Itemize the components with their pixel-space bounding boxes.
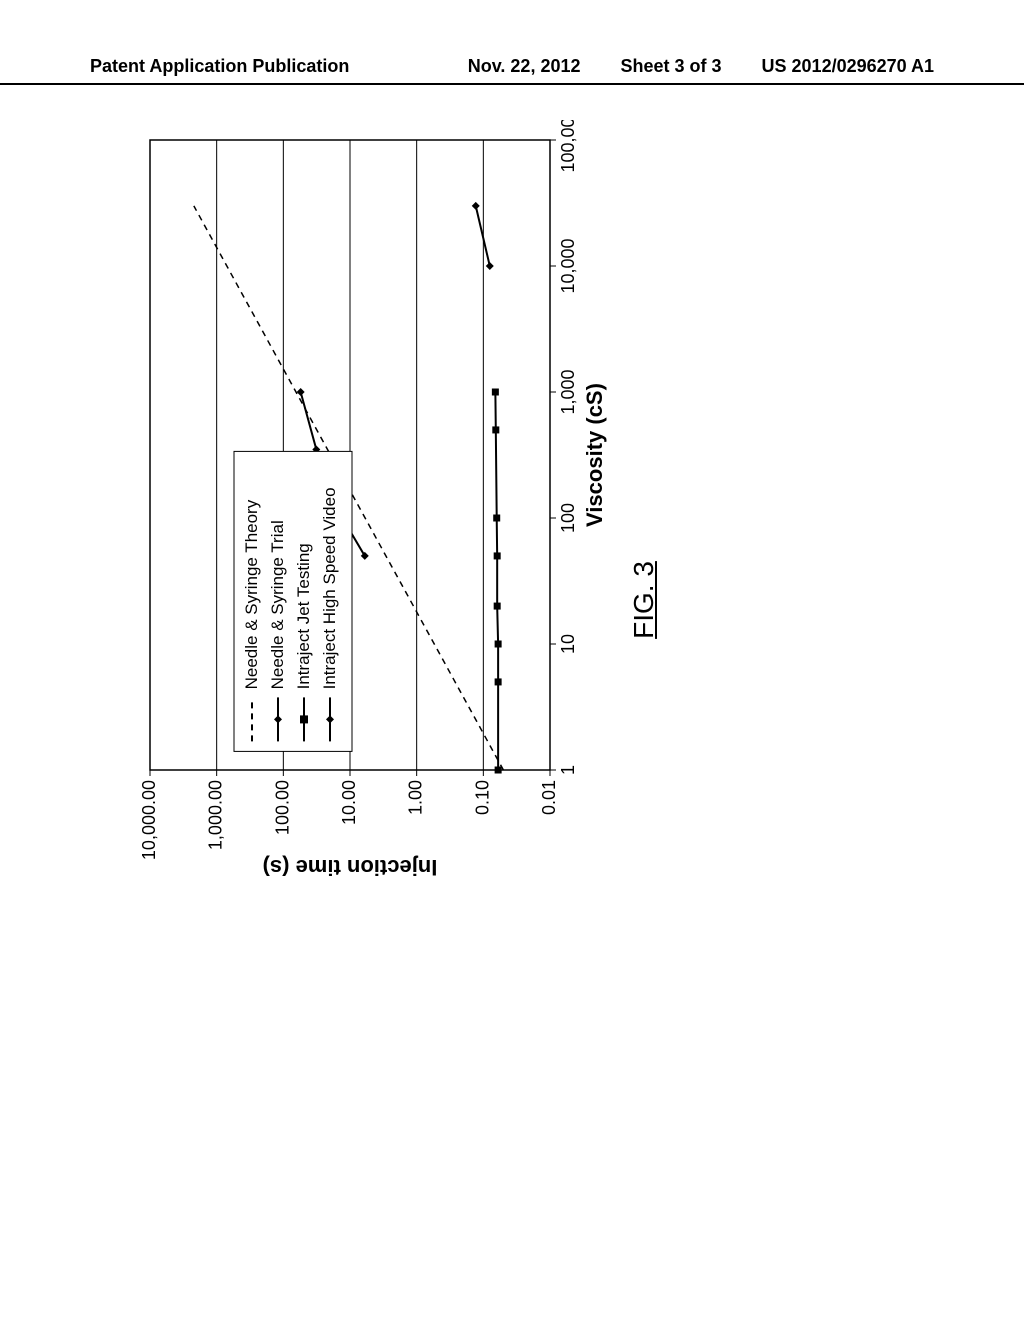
svg-text:1,000.00: 1,000.00 (206, 780, 226, 850)
svg-text:10: 10 (558, 634, 578, 654)
svg-text:Intraject Jet Testing: Intraject Jet Testing (294, 543, 313, 689)
svg-text:1.00: 1.00 (406, 780, 426, 815)
figure-caption: FIG. 3 (628, 320, 660, 880)
svg-text:0.01: 0.01 (539, 780, 559, 815)
svg-text:1,000: 1,000 (558, 369, 578, 414)
header-pubno: US 2012/0296270 A1 (762, 56, 934, 77)
svg-text:10,000: 10,000 (558, 238, 578, 293)
svg-text:0.10: 0.10 (472, 780, 492, 815)
svg-text:10.00: 10.00 (339, 780, 359, 825)
svg-text:100.00: 100.00 (272, 780, 292, 835)
header-sheet: Sheet 3 of 3 (621, 56, 722, 77)
svg-text:100: 100 (558, 503, 578, 533)
svg-text:Viscosity (cS): Viscosity (cS) (582, 383, 607, 527)
figure-rotated-container: 0.01 0.10 1.00 10.00 100.00 1,000.00 10,000.00… (130, 320, 890, 880)
svg-text:Injection time (s): Injection time (s) (263, 855, 438, 880)
svg-text:Needle & Syringe Theory: Needle & Syringe Theory (242, 499, 261, 689)
page-header: Patent Application Publication Nov. 22, … (0, 56, 1024, 85)
header-date: Nov. 22, 2012 (468, 56, 581, 77)
svg-text:10,000.00: 10,000.00 (139, 780, 159, 860)
svg-text:Intraject High Speed Video: Intraject High Speed Video (320, 487, 339, 689)
svg-text:100,000: 100,000 (558, 120, 578, 173)
svg-text:Needle & Syringe Trial: Needle & Syringe Trial (268, 520, 287, 689)
injection-time-vs-viscosity-chart: 0.01 0.10 1.00 10.00 100.00 1,000.00 10,000.00… (130, 120, 610, 880)
header-left: Patent Application Publication (90, 56, 349, 77)
svg-text:1: 1 (558, 765, 578, 775)
